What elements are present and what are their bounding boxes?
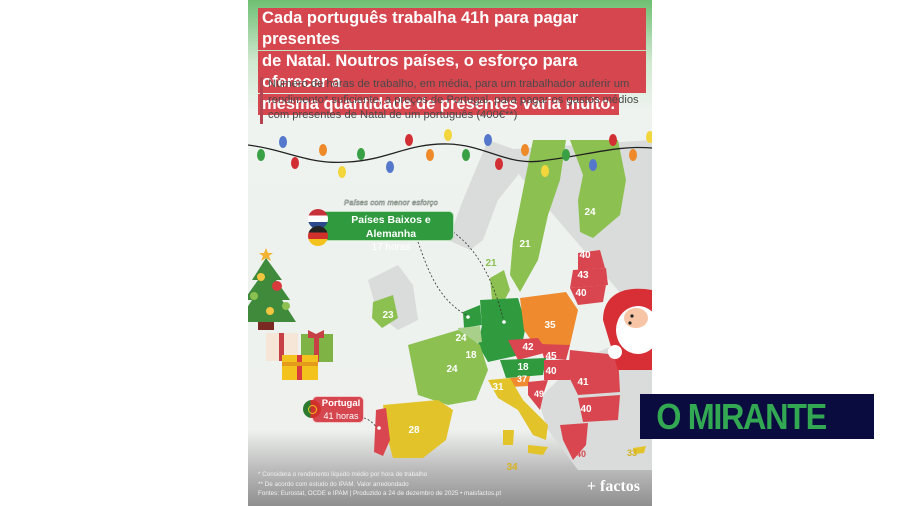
dot-de bbox=[502, 320, 506, 324]
region-denmark bbox=[490, 270, 510, 305]
least-effort-caption: Países com menor esforço bbox=[344, 198, 439, 207]
string-lights-wire bbox=[248, 143, 652, 164]
santa-icon bbox=[603, 288, 652, 370]
label-spain: 28 bbox=[408, 425, 420, 436]
least-effort-callout: Países Baixos e Alemanha 17 horas bbox=[318, 211, 454, 253]
label-lithuania: 40 bbox=[575, 288, 587, 299]
headline-line-1: Cada português trabalha 41h para pagar p… bbox=[258, 8, 646, 50]
region-ireland bbox=[372, 295, 398, 328]
label-austria: 18 bbox=[517, 362, 529, 373]
infographic-poster: 24 21 21 40 43 40 23 35 24 18 24 42 45 1… bbox=[248, 0, 652, 506]
region-latvia bbox=[570, 268, 608, 288]
region-bulgaria bbox=[578, 395, 620, 422]
region-finland bbox=[570, 140, 626, 238]
string-lights-bulbs bbox=[257, 129, 652, 178]
label-finland: 24 bbox=[584, 207, 596, 218]
footnote-sources: Fontes: Eurostat, OCDE e IPAM | Produzid… bbox=[258, 490, 502, 497]
label-croatia: 49 bbox=[534, 389, 544, 399]
label-slovakia: 45 bbox=[545, 351, 557, 362]
subtitle: Número de horas de trabalho, em média, p… bbox=[260, 77, 640, 124]
region-slovakia bbox=[540, 344, 570, 360]
label-poland: 35 bbox=[544, 320, 556, 331]
label-ireland: 23 bbox=[382, 310, 394, 321]
region-sicily bbox=[528, 445, 548, 455]
label-romania: 41 bbox=[577, 377, 589, 388]
label-bulgaria: 40 bbox=[580, 404, 592, 415]
region-czechia bbox=[508, 338, 548, 360]
label-hungary: 40 bbox=[545, 366, 557, 377]
region-austria bbox=[500, 358, 546, 378]
gift-boxes-icon bbox=[266, 330, 333, 380]
europe-map: 24 21 21 40 43 40 23 35 24 18 24 42 45 1… bbox=[248, 129, 652, 473]
portugal-flag-icon bbox=[303, 400, 321, 418]
region-netherlands bbox=[463, 305, 482, 328]
region-portugal bbox=[374, 408, 390, 456]
headline-line-2: de Natal. Noutros países, o esforço para… bbox=[258, 51, 646, 93]
region-cyprus bbox=[633, 446, 646, 454]
region-hungary bbox=[544, 360, 573, 380]
germany-flag-icon bbox=[308, 226, 328, 246]
connector-de bbox=[452, 231, 504, 319]
region-spain bbox=[383, 400, 453, 458]
region-lithuania bbox=[570, 285, 606, 305]
label-luxembourg: 18 bbox=[465, 350, 477, 361]
portugal-name: Portugal bbox=[321, 398, 361, 409]
label-latvia: 43 bbox=[577, 270, 589, 281]
region-romania bbox=[568, 350, 620, 395]
label-italy: 31 bbox=[492, 382, 504, 393]
dot-pt bbox=[377, 426, 381, 430]
label-malta: 34 bbox=[506, 462, 518, 473]
brand-logo: + factos bbox=[586, 478, 640, 495]
christmas-tree-icon bbox=[248, 248, 296, 330]
label-slovenia: 37 bbox=[517, 374, 527, 384]
footnote-2: ** De acordo com estudo do IPAM. Valor a… bbox=[258, 480, 409, 488]
norway-land bbox=[448, 140, 518, 250]
region-sweden bbox=[510, 140, 566, 292]
label-france: 24 bbox=[446, 364, 458, 375]
footnote-1: * Considera o rendimento líquido médio p… bbox=[258, 471, 428, 478]
label-greece: 40 bbox=[576, 449, 586, 459]
headline: Cada português trabalha 41h para pagar p… bbox=[258, 8, 646, 116]
least-effort-value: 17 horas bbox=[371, 242, 411, 253]
region-italy bbox=[488, 378, 548, 440]
headline-line-3: mesma quantidade de presentes varia muit… bbox=[258, 94, 620, 115]
label-belgium: 24 bbox=[455, 333, 467, 344]
connector-nl bbox=[417, 241, 469, 317]
label-czechia: 42 bbox=[522, 342, 534, 353]
netherlands-flag-icon bbox=[308, 209, 328, 229]
connector-pt bbox=[363, 417, 379, 429]
footnotes: * Considera o rendimento líquido médio p… bbox=[258, 470, 501, 499]
label-sweden: 21 bbox=[519, 239, 531, 250]
dot-nl bbox=[466, 315, 470, 319]
o-mirante-logo: O MIRANTE bbox=[640, 394, 874, 439]
least-effort-name: Países Baixos e Alemanha bbox=[351, 214, 431, 240]
region-poland bbox=[520, 292, 578, 350]
region-greece bbox=[560, 423, 588, 460]
label-cyprus: 33 bbox=[627, 448, 637, 458]
portugal-value: 41 horas bbox=[323, 411, 359, 421]
region-croatia bbox=[528, 380, 548, 410]
label-estonia: 40 bbox=[579, 250, 591, 261]
label-denmark: 21 bbox=[485, 258, 497, 269]
region-estonia bbox=[578, 250, 605, 270]
region-slovenia bbox=[510, 376, 530, 387]
region-france bbox=[408, 330, 488, 405]
region-sardinia bbox=[503, 430, 514, 445]
